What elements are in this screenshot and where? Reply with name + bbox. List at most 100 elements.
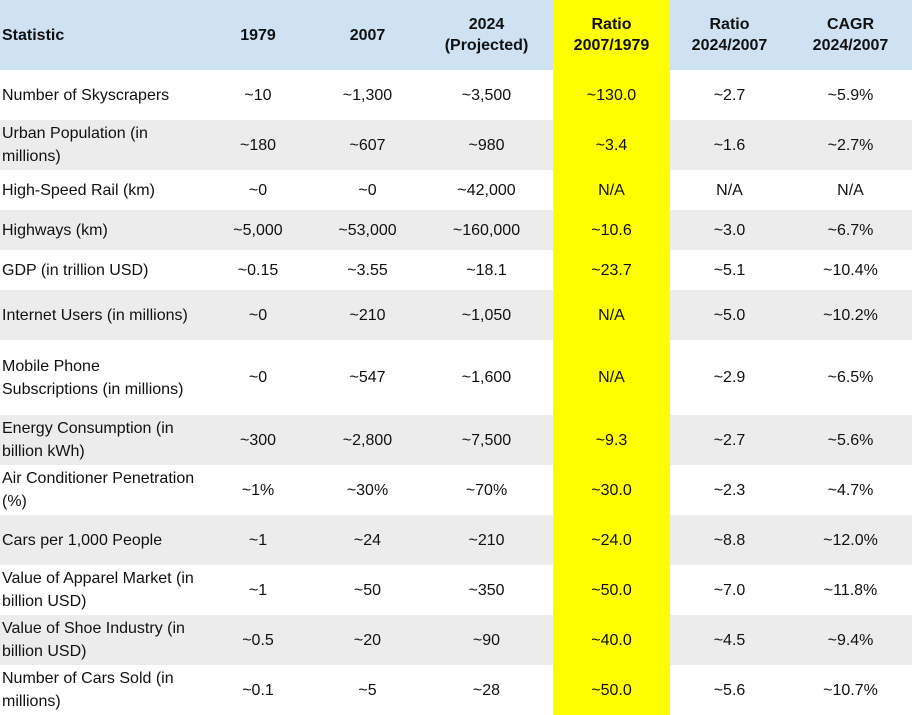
- cell-ratio-2024-2007: ~8.8: [670, 515, 789, 565]
- cell-statistic: High-Speed Rail (km): [0, 170, 201, 210]
- table-row: High-Speed Rail (km) ~0 ~0 ~42,000 N/A N/A N/A: [0, 170, 912, 210]
- cell-2007: ~5: [315, 665, 420, 715]
- table-row: Highways (km) ~5,000 ~53,000 ~160,000 ~10.6 ~…: [0, 210, 912, 250]
- cell-1979: ~1%: [201, 465, 315, 515]
- cell-2007: ~20: [315, 615, 420, 665]
- header-1979: 1979: [201, 0, 315, 70]
- cell-cagr-2024-2007: ~11.8%: [789, 565, 912, 615]
- cell-1979: ~0: [201, 290, 315, 340]
- header-cagr-2024-2007: CAGR 2024/2007: [789, 0, 912, 70]
- cell-2007: ~24: [315, 515, 420, 565]
- cell-cagr-2024-2007: ~10.2%: [789, 290, 912, 340]
- cell-2024-projected: ~90: [420, 615, 553, 665]
- header-2024-projected: 2024 (Projected): [420, 0, 553, 70]
- cell-ratio-2024-2007: N/A: [670, 170, 789, 210]
- cell-cagr-2024-2007: ~5.9%: [789, 70, 912, 120]
- cell-ratio-2007-1979: N/A: [553, 170, 670, 210]
- cell-2007: ~50: [315, 565, 420, 615]
- cell-1979: ~5,000: [201, 210, 315, 250]
- cell-ratio-2007-1979: ~3.4: [553, 120, 670, 170]
- cell-ratio-2007-1979: ~10.6: [553, 210, 670, 250]
- cell-ratio-2007-1979: ~23.7: [553, 250, 670, 290]
- cell-2007: ~3.55: [315, 250, 420, 290]
- table-body: Number of Skyscrapers ~10 ~1,300 ~3,500 ~130…: [0, 70, 912, 715]
- cell-ratio-2024-2007: ~3.0: [670, 210, 789, 250]
- cell-2007: ~0: [315, 170, 420, 210]
- header-2007: 2007: [315, 0, 420, 70]
- table-row: Number of Skyscrapers ~10 ~1,300 ~3,500 ~130…: [0, 70, 912, 120]
- cell-ratio-2024-2007: ~4.5: [670, 615, 789, 665]
- cell-statistic: Number of Cars Sold (in millions): [0, 665, 201, 715]
- cell-1979: ~300: [201, 415, 315, 465]
- cell-ratio-2024-2007: ~2.9: [670, 340, 789, 415]
- cell-statistic: Number of Skyscrapers: [0, 70, 201, 120]
- cell-ratio-2024-2007: ~5.6: [670, 665, 789, 715]
- table-row: Value of Apparel Market (in billion USD)…: [0, 565, 912, 615]
- cell-2024-projected: ~7,500: [420, 415, 553, 465]
- cell-cagr-2024-2007: ~4.7%: [789, 465, 912, 515]
- cell-ratio-2007-1979: N/A: [553, 340, 670, 415]
- table-row: Value of Shoe Industry (in billion USD) ~…: [0, 615, 912, 665]
- cell-cagr-2024-2007: ~2.7%: [789, 120, 912, 170]
- cell-1979: ~1: [201, 515, 315, 565]
- cell-cagr-2024-2007: ~10.4%: [789, 250, 912, 290]
- cell-2024-projected: ~350: [420, 565, 553, 615]
- cell-2024-projected: ~210: [420, 515, 553, 565]
- cell-1979: ~0.15: [201, 250, 315, 290]
- cell-statistic: GDP (in trillion USD): [0, 250, 201, 290]
- cell-cagr-2024-2007: ~5.6%: [789, 415, 912, 465]
- cell-2007: ~547: [315, 340, 420, 415]
- table-row: Mobile Phone Subscriptions (in millions)…: [0, 340, 912, 415]
- table-row: GDP (in trillion USD) ~0.15 ~3.55 ~18.1 ~23.…: [0, 250, 912, 290]
- header-ratio-2024-2007: Ratio 2024/2007: [670, 0, 789, 70]
- table-header: Statistic 1979 2007 2024 (Projected) Ratio 200…: [0, 0, 912, 70]
- cell-statistic: Urban Population (in millions): [0, 120, 201, 170]
- cell-statistic: Air Conditioner Penetration (%): [0, 465, 201, 515]
- cell-ratio-2024-2007: ~1.6: [670, 120, 789, 170]
- cell-ratio-2007-1979: ~9.3: [553, 415, 670, 465]
- table-row: Number of Cars Sold (in millions) ~0.1 ~5 ~…: [0, 665, 912, 715]
- cell-ratio-2007-1979: ~130.0: [553, 70, 670, 120]
- cell-cagr-2024-2007: ~9.4%: [789, 615, 912, 665]
- cell-1979: ~0: [201, 340, 315, 415]
- cell-2007: ~2,800: [315, 415, 420, 465]
- cell-cagr-2024-2007: ~6.7%: [789, 210, 912, 250]
- header-statistic: Statistic: [0, 0, 201, 70]
- cell-ratio-2007-1979: ~30.0: [553, 465, 670, 515]
- cell-cagr-2024-2007: ~12.0%: [789, 515, 912, 565]
- cell-2024-projected: ~70%: [420, 465, 553, 515]
- cell-cagr-2024-2007: ~10.7%: [789, 665, 912, 715]
- cell-ratio-2007-1979: ~50.0: [553, 665, 670, 715]
- cell-1979: ~0: [201, 170, 315, 210]
- cell-2007: ~53,000: [315, 210, 420, 250]
- cell-2024-projected: ~980: [420, 120, 553, 170]
- cell-1979: ~10: [201, 70, 315, 120]
- cell-ratio-2007-1979: ~50.0: [553, 565, 670, 615]
- cell-statistic: Highways (km): [0, 210, 201, 250]
- cell-2024-projected: ~18.1: [420, 250, 553, 290]
- cell-ratio-2007-1979: N/A: [553, 290, 670, 340]
- cell-2007: ~30%: [315, 465, 420, 515]
- cell-2007: ~210: [315, 290, 420, 340]
- table-row: Cars per 1,000 People ~1 ~24 ~210 ~24.0 ~8.8 ~…: [0, 515, 912, 565]
- cell-ratio-2024-2007: ~5.0: [670, 290, 789, 340]
- cell-2024-projected: ~160,000: [420, 210, 553, 250]
- cell-statistic: Value of Shoe Industry (in billion USD): [0, 615, 201, 665]
- cell-ratio-2024-2007: ~5.1: [670, 250, 789, 290]
- cell-cagr-2024-2007: N/A: [789, 170, 912, 210]
- cell-ratio-2024-2007: ~2.7: [670, 70, 789, 120]
- cell-2024-projected: ~28: [420, 665, 553, 715]
- cell-1979: ~0.1: [201, 665, 315, 715]
- cell-ratio-2024-2007: ~2.3: [670, 465, 789, 515]
- table-row: Internet Users (in millions) ~0 ~210 ~1,050…: [0, 290, 912, 340]
- cell-1979: ~180: [201, 120, 315, 170]
- header-row: Statistic 1979 2007 2024 (Projected) Ratio 200…: [0, 0, 912, 70]
- cell-ratio-2007-1979: ~24.0: [553, 515, 670, 565]
- cell-2024-projected: ~1,050: [420, 290, 553, 340]
- cell-ratio-2024-2007: ~7.0: [670, 565, 789, 615]
- cell-cagr-2024-2007: ~6.5%: [789, 340, 912, 415]
- cell-statistic: Value of Apparel Market (in billion USD): [0, 565, 201, 615]
- cell-statistic: Internet Users (in millions): [0, 290, 201, 340]
- cell-1979: ~0.5: [201, 615, 315, 665]
